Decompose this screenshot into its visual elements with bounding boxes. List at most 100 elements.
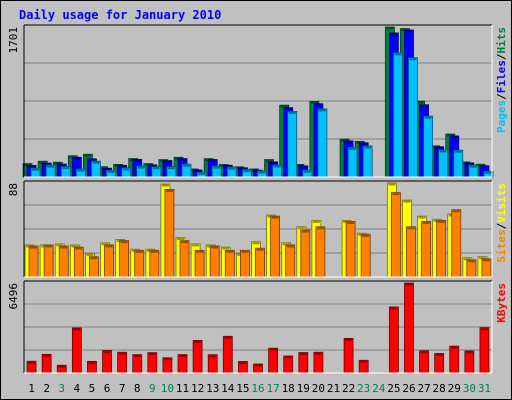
bar-hits-pages-30 xyxy=(468,164,479,178)
x-tick-label: 15 xyxy=(236,382,249,395)
bar-visits-sites-8 xyxy=(134,249,145,278)
bar-visits-sites-19 xyxy=(300,229,311,278)
x-tick-label: 23 xyxy=(357,382,370,395)
x-tick-label: 17 xyxy=(266,382,279,395)
bar-hits-pages-25 xyxy=(392,52,403,178)
bar-kbytes-kbytes-16 xyxy=(253,363,263,374)
x-tick-label: 3 xyxy=(58,382,65,395)
bar-kbytes-kbytes-31 xyxy=(479,327,490,374)
bar-visits-sites-31 xyxy=(481,258,492,278)
max-label-kbytes: 6496 xyxy=(7,283,20,310)
bar-visits-sites-30 xyxy=(466,259,477,278)
legend-entry: Files xyxy=(495,60,508,93)
bar-kbytes-kbytes-1 xyxy=(26,360,37,374)
bar-kbytes-kbytes-29 xyxy=(449,345,460,374)
x-tick-label: 10 xyxy=(161,382,174,395)
bar-kbytes-kbytes-5 xyxy=(87,360,97,374)
x-tick-label: 2 xyxy=(43,382,50,395)
x-tick-label: 5 xyxy=(89,382,96,395)
chart-title: Daily usage for January 2010 xyxy=(19,8,222,22)
bar-visits-sites-4 xyxy=(73,246,84,278)
bar-visits-sites-5 xyxy=(89,256,99,278)
bar-kbytes-kbytes-18 xyxy=(283,355,294,374)
bar-visits-sites-25 xyxy=(390,192,401,278)
bar-hits-pages-18 xyxy=(287,111,298,178)
x-tick-label: 24 xyxy=(372,382,386,395)
x-tick-label: 21 xyxy=(327,382,340,395)
legend-kbytes: KBytes xyxy=(495,283,508,323)
bar-hits-pages-13 xyxy=(211,165,222,178)
bar-hits-pages-2 xyxy=(45,164,56,178)
x-tick-label: 31 xyxy=(478,382,491,395)
legend-entry: Sites xyxy=(495,229,508,262)
bar-kbytes-kbytes-4 xyxy=(71,327,82,374)
bar-visits-sites-7 xyxy=(119,240,130,278)
bar-kbytes-kbytes-22 xyxy=(343,337,354,374)
bar-hits-pages-11 xyxy=(181,163,192,178)
bar-visits-sites-28 xyxy=(436,219,447,278)
bar-kbytes-kbytes-25 xyxy=(388,306,399,374)
x-tick-label: 11 xyxy=(176,382,189,395)
bar-hits-pages-9 xyxy=(151,166,162,178)
bar-visits-sites-22 xyxy=(345,221,356,278)
bar-visits-sites-26 xyxy=(406,226,416,278)
bar-kbytes-kbytes-7 xyxy=(117,351,128,374)
bar-kbytes-kbytes-3 xyxy=(56,364,67,374)
bar-hits-pages-4 xyxy=(75,168,86,178)
panel-visits: 88 Sites/Visits xyxy=(7,180,508,278)
bar-hits-pages-3 xyxy=(60,166,71,178)
bar-hits-pages-6 xyxy=(106,169,116,178)
x-tick-label: 20 xyxy=(312,382,325,395)
x-tick-label: 22 xyxy=(342,382,355,395)
x-tick-label: 26 xyxy=(402,382,415,395)
x-tick-label: 8 xyxy=(134,382,141,395)
x-axis: 1 2 3 4 5 6 7 8 9 10 11 12 13 14 15 16 17 18 19 20 21 22 23 24 2… xyxy=(28,382,491,395)
bar-hits-pages-23 xyxy=(362,145,373,178)
bar-visits-sites-9 xyxy=(149,249,160,278)
bar-hits-pages-14 xyxy=(226,166,237,178)
legend-hits: Pages/Files/Hits xyxy=(495,27,508,133)
x-tick-label: 30 xyxy=(463,382,476,395)
legend-entry: Pages xyxy=(495,100,508,133)
bar-kbytes-kbytes-15 xyxy=(238,361,248,374)
max-label-visits: 88 xyxy=(7,183,20,196)
bar-hits-pages-26 xyxy=(408,57,418,178)
max-label-hits: 1701 xyxy=(7,27,20,54)
bar-hits-pages-5 xyxy=(91,160,101,178)
x-tick-label: 12 xyxy=(191,382,204,395)
legend-entry: / xyxy=(495,93,508,100)
x-tick-label: 7 xyxy=(119,382,126,395)
bar-hits-pages-8 xyxy=(136,165,147,178)
bar-kbytes-kbytes-12 xyxy=(192,340,203,374)
bar-hits-pages-1 xyxy=(30,167,41,178)
bar-kbytes-kbytes-30 xyxy=(464,350,475,374)
bar-hits-pages-15 xyxy=(242,169,252,178)
bar-kbytes-kbytes-2 xyxy=(41,353,52,374)
bar-visits-sites-16 xyxy=(255,247,265,278)
legend-entry: Visits xyxy=(495,183,508,223)
bar-visits-sites-18 xyxy=(285,244,296,278)
bar-kbytes-kbytes-28 xyxy=(434,353,445,374)
bar-kbytes-kbytes-8 xyxy=(132,354,143,374)
x-tick-label: 18 xyxy=(282,382,295,395)
bar-visits-sites-1 xyxy=(28,245,39,278)
bar-hits-pages-7 xyxy=(121,167,132,178)
x-tick-label: 16 xyxy=(251,382,264,395)
bar-visits-sites-2 xyxy=(43,244,54,278)
bar-visits-sites-3 xyxy=(58,245,69,278)
bar-kbytes-kbytes-10 xyxy=(162,357,173,374)
bar-hits-pages-12 xyxy=(196,171,207,178)
bar-visits-sites-17 xyxy=(270,215,280,278)
bar-kbytes-kbytes-26 xyxy=(404,282,414,374)
x-tick-label: 28 xyxy=(433,382,446,395)
bar-hits-pages-16 xyxy=(257,170,267,178)
bar-visits-sites-13 xyxy=(209,245,220,278)
bar-kbytes-kbytes-23 xyxy=(358,359,369,374)
bar-kbytes-kbytes-6 xyxy=(102,350,112,374)
bar-visits-sites-6 xyxy=(104,244,114,278)
x-tick-label: 27 xyxy=(417,382,430,395)
panel-kbytes: 6496 KBytes xyxy=(7,280,508,374)
legend-entry: KBytes xyxy=(495,283,508,323)
bar-kbytes-kbytes-20 xyxy=(313,351,324,374)
